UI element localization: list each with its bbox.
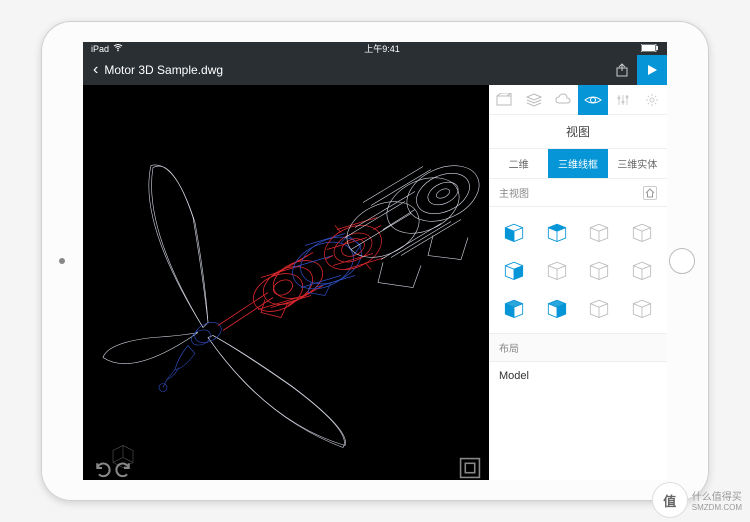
panel-tool-adjust-icon[interactable] [608,85,638,115]
view-preset-2[interactable] [578,213,621,251]
panel-tool-cloud-icon[interactable] [548,85,578,115]
view-preset-4[interactable] [493,251,536,289]
layout-section-label: 布局 [489,333,667,362]
app-toolbar: ‹ Motor 3D Sample.dwg [83,55,667,85]
watermark-text1: 什么值得买 [692,488,742,503]
panel-tool-view-icon[interactable] [578,85,608,115]
view-preset-10[interactable] [578,289,621,327]
panel-toolbar [489,85,667,115]
panel-tool-model-icon[interactable] [489,85,519,115]
status-bar: iPad 上午9:41 [83,42,667,55]
canvas-bottom-toolbar [83,454,489,480]
play-button[interactable] [637,55,667,85]
tab-2d[interactable]: 二维 [489,149,548,178]
back-button[interactable]: ‹ [83,61,104,79]
share-button[interactable] [607,55,637,85]
wireframe-drawing [83,85,489,480]
side-panel: 视图 二维 三维线框 三维实体 主视图 布局 Model [489,85,667,480]
watermark-badge: 值 [652,482,688,518]
home-view-button[interactable] [643,186,657,200]
main-view-label: 主视图 [499,185,529,200]
view-preset-1[interactable] [536,213,579,251]
ipad-camera [59,258,65,264]
main-view-header: 主视图 [489,179,667,207]
view-preset-8[interactable] [493,289,536,327]
view-preset-5[interactable] [536,251,579,289]
view-preset-0[interactable] [493,213,536,251]
view-preset-7[interactable] [621,251,664,289]
clock-label: 上午9:41 [123,42,641,55]
redo-button[interactable] [113,457,135,479]
view-preset-grid [489,207,667,333]
view-preset-3[interactable] [621,213,664,251]
view-mode-tabs: 二维 三维线框 三维实体 [489,148,667,179]
battery-icon [641,44,659,54]
carrier-label: iPad [91,44,109,54]
view-preset-9[interactable] [536,289,579,327]
layout-value[interactable]: Model [489,362,667,390]
ipad-frame: iPad 上午9:41 ‹ Motor 3D Sample.dwg [41,21,709,501]
tab-3d-solid[interactable]: 三维实体 [608,149,667,178]
file-title: Motor 3D Sample.dwg [104,63,607,77]
watermark: 值 什么值得买 SMZDM.COM [652,482,742,518]
undo-button[interactable] [91,457,113,479]
panel-tool-layers-icon[interactable] [519,85,549,115]
view-preset-6[interactable] [578,251,621,289]
wifi-icon [113,44,123,54]
panel-title: 视图 [489,115,667,148]
view-preset-11[interactable] [621,289,664,327]
panel-tool-settings-icon[interactable] [637,85,667,115]
main-content: 视图 二维 三维线框 三维实体 主视图 布局 Model [83,85,667,480]
extents-button[interactable] [459,457,481,479]
ipad-home-button[interactable] [669,248,695,274]
app-screen: iPad 上午9:41 ‹ Motor 3D Sample.dwg [83,42,667,480]
watermark-text2: SMZDM.COM [692,503,742,512]
drawing-canvas[interactable] [83,85,489,480]
tab-3d-wireframe[interactable]: 三维线框 [548,149,607,178]
